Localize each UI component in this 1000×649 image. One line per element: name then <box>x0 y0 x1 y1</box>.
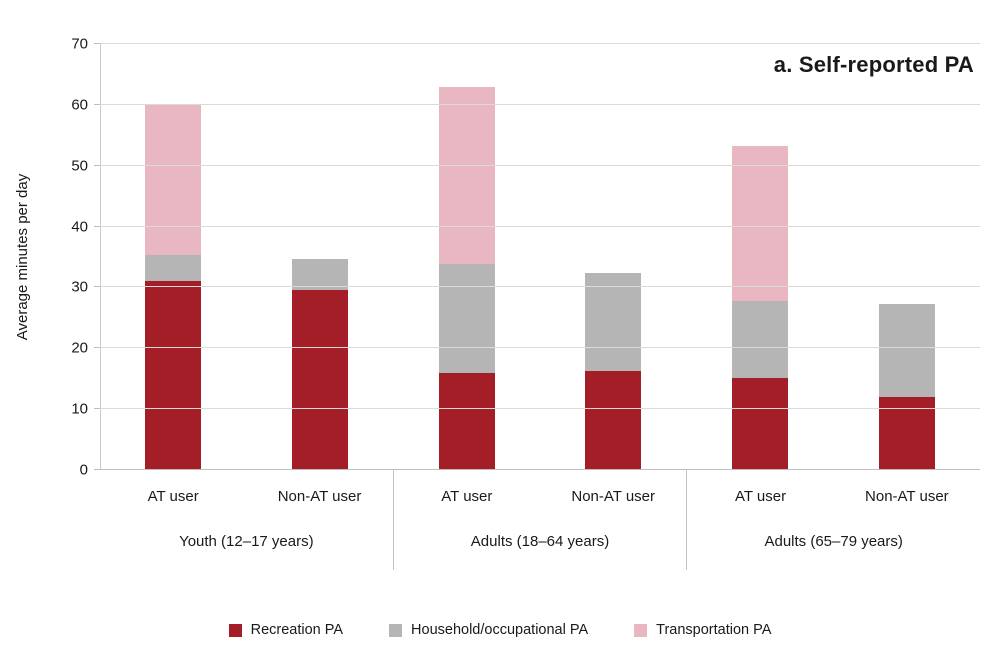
y-axis-line <box>100 44 101 470</box>
group-label-cell: AT user Non-AT user Youth (12–17 years) <box>100 470 393 570</box>
bar-segment <box>438 372 495 470</box>
bar-labels-row: AT user Non-AT user <box>100 470 393 505</box>
bar-segment <box>438 264 495 373</box>
y-tick-label: 70 <box>71 35 88 53</box>
gridline <box>100 103 980 105</box>
y-tick-mark <box>94 469 100 470</box>
bar-label: AT user <box>147 488 199 505</box>
legend-label: Transportation PA <box>656 622 772 638</box>
bar-segment <box>878 304 935 397</box>
y-tick-label: 30 <box>71 278 88 296</box>
chart-title: a. Self-reported PA <box>773 52 974 77</box>
bar-slot <box>247 44 394 470</box>
bar-segment <box>292 258 348 291</box>
stacked-bar <box>731 44 788 470</box>
group-label-cell: AT user Non-AT user Adults (18–64 years) <box>392 470 687 570</box>
bar-segment <box>438 86 495 265</box>
y-tick-mark <box>94 103 100 105</box>
y-tick-mark <box>94 286 100 288</box>
legend-swatch <box>228 623 242 637</box>
bar-group <box>100 44 393 470</box>
bar-segment <box>145 104 202 255</box>
y-tick-label: 10 <box>71 400 88 418</box>
y-tick-mark <box>94 347 100 349</box>
y-tick-label: 20 <box>71 339 88 357</box>
y-tick-mark <box>94 43 100 44</box>
bar-label: Non-AT user <box>865 488 949 505</box>
bar-slot <box>833 44 980 470</box>
bar-segment <box>292 290 348 470</box>
bar-segment <box>145 281 202 470</box>
bar-segment <box>145 254 202 282</box>
legend-item: Transportation PA <box>634 622 771 638</box>
bar-slot <box>540 44 687 470</box>
x-axis-line <box>100 469 980 470</box>
bar-slot <box>687 44 834 470</box>
legend-swatch <box>389 623 403 637</box>
y-tick-label: 40 <box>71 218 88 236</box>
legend-label: Household/occupational PA <box>411 622 589 638</box>
plot-area: a. Self-reported PA <box>94 43 980 470</box>
bars-layer <box>100 44 980 470</box>
legend-item: Recreation PA <box>228 622 344 638</box>
group-label: Adults (65–79 years) <box>764 533 903 550</box>
bar-group <box>393 44 686 470</box>
bar-segment <box>731 301 788 378</box>
y-tick-label: 50 <box>71 157 88 175</box>
gridline <box>100 347 980 349</box>
y-tick-label: 60 <box>71 96 88 114</box>
bar-label: Non-AT user <box>277 488 362 505</box>
stacked-bar <box>145 44 202 470</box>
gridline <box>100 43 980 44</box>
bar-slot <box>100 44 247 470</box>
bar-label: AT user <box>441 488 493 505</box>
y-tick-mark <box>94 164 100 166</box>
bar-labels-row: AT user Non-AT user <box>394 470 687 505</box>
group-label-cell: AT user Non-AT user Adults (65–79 years) <box>686 470 980 570</box>
bar-label: Non-AT user <box>571 488 656 505</box>
y-tick-mark <box>94 225 100 227</box>
legend: Recreation PA Household/occupational PA Tr… <box>0 622 1000 638</box>
bar-segment <box>585 370 642 470</box>
group-label: Adults (18–64 years) <box>470 533 610 550</box>
stacked-bar <box>292 44 348 470</box>
bar-group <box>687 44 980 470</box>
bar-slot <box>393 44 540 470</box>
legend-item: Household/occupational PA <box>389 622 588 638</box>
stacked-bar <box>878 44 935 470</box>
bar-labels-row: AT user Non-AT user <box>687 470 980 505</box>
x-axis-labels: AT user Non-AT user Youth (12–17 years) AT … <box>100 470 980 570</box>
y-tick-label: 0 <box>79 461 88 479</box>
y-axis-tick-labels: 0 10 20 30 40 50 60 70 <box>0 36 88 479</box>
bar-segment <box>585 273 642 371</box>
stacked-bar <box>585 44 642 470</box>
gridline <box>100 408 980 410</box>
legend-label: Recreation PA <box>250 622 344 638</box>
bar-label: AT user <box>734 488 787 505</box>
gridline <box>100 286 980 288</box>
legend-swatch <box>634 623 648 637</box>
group-label: Youth (12–17 years) <box>179 533 314 550</box>
gridline <box>100 164 980 166</box>
y-tick-mark <box>94 408 100 410</box>
bar-segment <box>731 377 788 470</box>
gridline <box>100 225 980 227</box>
stacked-bar <box>438 44 495 470</box>
bar-segment <box>731 145 788 302</box>
